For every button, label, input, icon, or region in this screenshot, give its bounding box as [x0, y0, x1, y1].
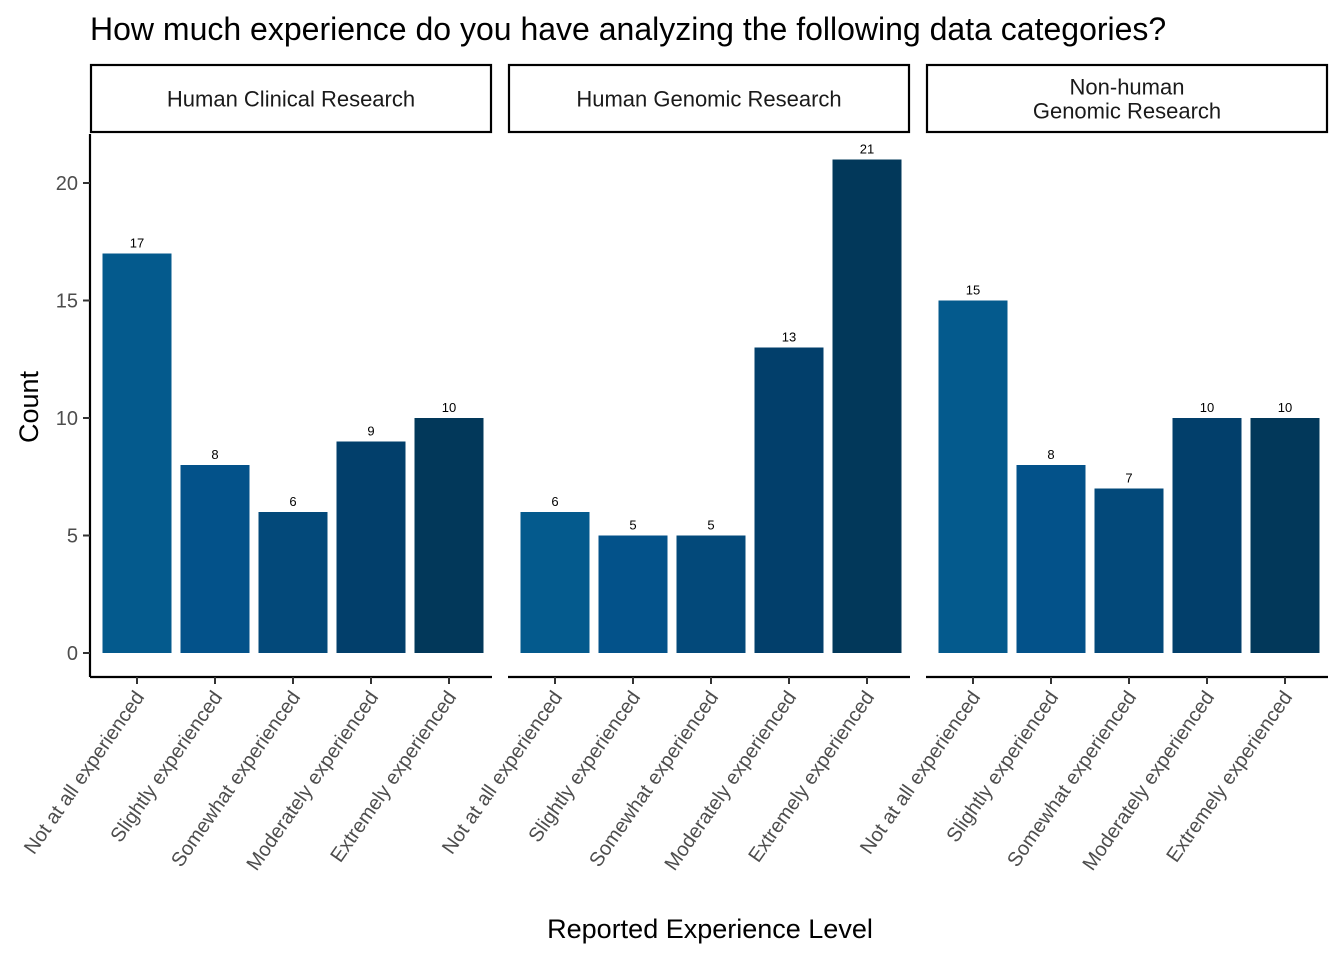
facet-strip [89, 63, 493, 134]
bar-value-label: 6 [551, 494, 558, 509]
bar [1094, 488, 1164, 653]
y-tick-label: 10 [56, 408, 78, 430]
bar-value-label: 5 [707, 518, 714, 533]
x-tick-label: Somewhat experienced [167, 687, 305, 871]
x-tick-label: Moderately experienced [1079, 687, 1219, 874]
bar [336, 441, 406, 653]
facet-strip-label: Human Genomic Research [576, 87, 841, 112]
bar [414, 418, 484, 653]
x-axis-title: Reported Experience Level [547, 914, 873, 944]
facet-strip-label: Non-human [1070, 75, 1185, 100]
bar [938, 300, 1008, 653]
y-tick-label: 5 [67, 526, 78, 548]
bar [180, 465, 250, 653]
bar [1250, 418, 1320, 653]
x-tick-label: Moderately experienced [661, 687, 801, 874]
bar [520, 512, 590, 653]
bar-value-label: 9 [367, 424, 374, 439]
bar [258, 512, 328, 653]
bar-value-label: 15 [966, 283, 980, 298]
bar-value-label: 13 [782, 330, 796, 345]
bar-value-label: 21 [860, 142, 874, 157]
bar-value-label: 10 [1278, 400, 1292, 415]
bar-value-label: 8 [1047, 447, 1054, 462]
bar [676, 535, 746, 653]
y-axis: 0 5 10 15 20 [56, 134, 92, 677]
bar-value-label: 5 [629, 518, 636, 533]
bar [832, 159, 902, 653]
bar [1016, 465, 1086, 653]
bar [102, 253, 172, 653]
facet-strip [925, 63, 1329, 134]
y-tick-label: 15 [56, 291, 78, 313]
bar-value-label: 8 [211, 447, 218, 462]
y-tick-label: 0 [67, 643, 78, 665]
facet-strip-label: Genomic Research [1033, 99, 1221, 124]
bar-value-label: 10 [442, 400, 456, 415]
x-tick-label: Moderately experienced [243, 687, 383, 874]
bar-value-label: 6 [289, 494, 296, 509]
facet-strip [507, 63, 911, 134]
facet-strip-label: Human Clinical Research [167, 87, 415, 112]
chart-title: How much experience do you have analyzin… [90, 11, 1166, 47]
bar-value-label: 17 [130, 236, 144, 251]
bar [754, 347, 824, 653]
bar [598, 535, 668, 653]
bar-value-label: 7 [1125, 471, 1132, 486]
x-tick-label: Somewhat experienced [585, 687, 723, 871]
bar-value-label: 10 [1200, 400, 1214, 415]
y-axis-title: Count [14, 370, 44, 443]
x-tick-label: Somewhat experienced [1003, 687, 1141, 871]
y-tick-label: 20 [56, 173, 78, 195]
bar [1172, 418, 1242, 653]
